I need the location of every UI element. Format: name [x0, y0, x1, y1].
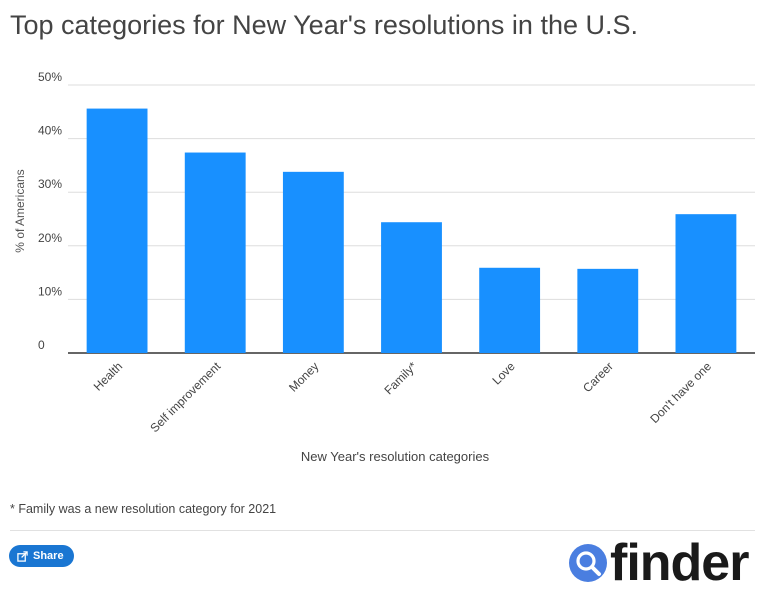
y-axis-label: % of Americans: [13, 169, 27, 252]
y-tick-label: 0: [38, 338, 45, 352]
bar-chart: 0 10% 20% 30% 40% 50% Health Self improvement M…: [13, 70, 755, 464]
bar-self-improvement: [184, 152, 246, 353]
y-tick-label: 10%: [38, 284, 62, 298]
share-label: Share: [33, 550, 64, 562]
y-tick-label: 30%: [38, 177, 62, 191]
x-tick-label: Career: [580, 359, 616, 395]
x-tick-label: Self improvement: [147, 359, 223, 435]
y-tick-label: 50%: [38, 70, 62, 84]
divider: [10, 530, 755, 531]
x-axis-label: New Year's resolution categories: [301, 449, 490, 464]
bar-career: [577, 268, 639, 353]
footnote: * Family was a new resolution category f…: [10, 502, 277, 516]
x-tick-label: Health: [91, 359, 125, 393]
y-tick-label: 40%: [38, 124, 62, 138]
x-tick-label: Love: [489, 359, 518, 388]
brand-name: finder: [610, 534, 749, 592]
y-tick-label: 20%: [38, 231, 62, 245]
x-tick-label: Money: [286, 359, 321, 394]
x-tick-label: Family*: [381, 359, 419, 397]
bar-money: [282, 171, 344, 353]
bar-health: [86, 108, 148, 353]
bar-don-t-have-one: [675, 214, 737, 353]
share-icon: [17, 550, 28, 562]
x-tick-label: Don't have one: [647, 359, 714, 426]
chart-title: Top categories for New Year's resolution…: [10, 10, 638, 40]
bar-family: [381, 222, 442, 353]
search-icon: [569, 544, 607, 582]
finder-logo: finder: [568, 534, 749, 592]
bar-love: [479, 267, 541, 353]
share-button[interactable]: Share: [9, 545, 74, 567]
